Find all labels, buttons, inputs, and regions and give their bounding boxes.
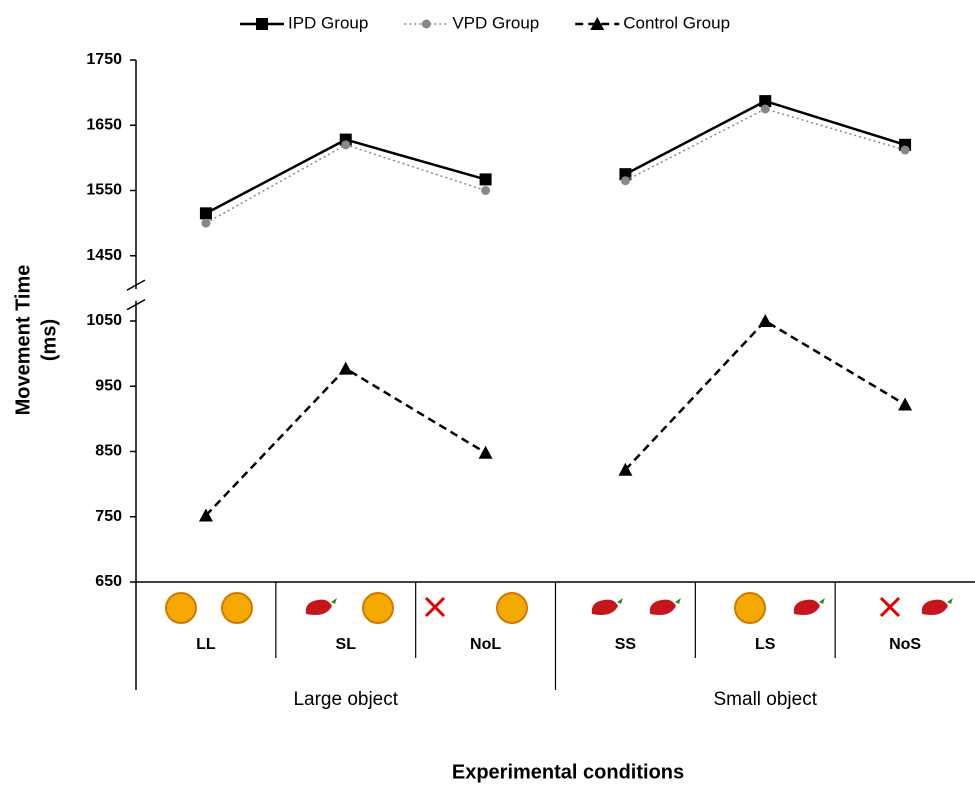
y-tick-label: 1650 bbox=[86, 116, 122, 133]
series-line bbox=[206, 140, 486, 214]
y-axis-title: Movement Time bbox=[12, 265, 34, 416]
y-tick-label: 1450 bbox=[86, 247, 122, 264]
y-axis-title: (ms) bbox=[38, 319, 60, 361]
legend-marker bbox=[256, 18, 268, 30]
marker bbox=[621, 176, 630, 185]
marker bbox=[898, 398, 912, 411]
y-tick-label: 1050 bbox=[86, 312, 122, 329]
x-tick-label: NoS bbox=[889, 636, 921, 653]
marker bbox=[341, 140, 350, 149]
x-tick-label: SL bbox=[336, 636, 357, 653]
group-label: Small object bbox=[714, 689, 818, 710]
y-tick-label: 1550 bbox=[86, 182, 122, 199]
marker bbox=[479, 446, 493, 459]
marker bbox=[481, 186, 490, 195]
legend-label: IPD Group bbox=[288, 13, 368, 32]
x-axis-title: Experimental conditions bbox=[452, 761, 684, 783]
x-tick-label: SS bbox=[615, 636, 637, 653]
marker bbox=[339, 362, 353, 375]
series-line bbox=[206, 369, 486, 516]
marker bbox=[201, 219, 210, 228]
y-tick-label: 650 bbox=[95, 573, 122, 590]
legend-marker bbox=[422, 20, 431, 29]
legend-label: Control Group bbox=[623, 13, 730, 32]
legend-label: VPD Group bbox=[452, 13, 539, 32]
series-line bbox=[625, 109, 905, 181]
marker bbox=[901, 146, 910, 155]
x-tick-label: LS bbox=[755, 636, 776, 653]
marker bbox=[758, 314, 772, 327]
axis-break-gap bbox=[124, 289, 148, 301]
y-tick-label: 950 bbox=[95, 377, 122, 394]
x-tick-label: LL bbox=[196, 636, 216, 653]
series-line bbox=[206, 145, 486, 223]
marker bbox=[761, 104, 770, 113]
y-tick-label: 750 bbox=[95, 508, 122, 525]
marker bbox=[200, 207, 212, 219]
chart: 650 750 850 950 1050 1450 1550 1650 1750 LL SL NoL L… bbox=[0, 0, 975, 785]
y-tick-label: 1750 bbox=[86, 51, 122, 68]
group-label: Large object bbox=[293, 689, 398, 710]
series-line bbox=[625, 321, 905, 470]
x-tick-label: NoL bbox=[470, 636, 501, 653]
y-tick-label: 850 bbox=[95, 443, 122, 460]
marker bbox=[480, 173, 492, 185]
